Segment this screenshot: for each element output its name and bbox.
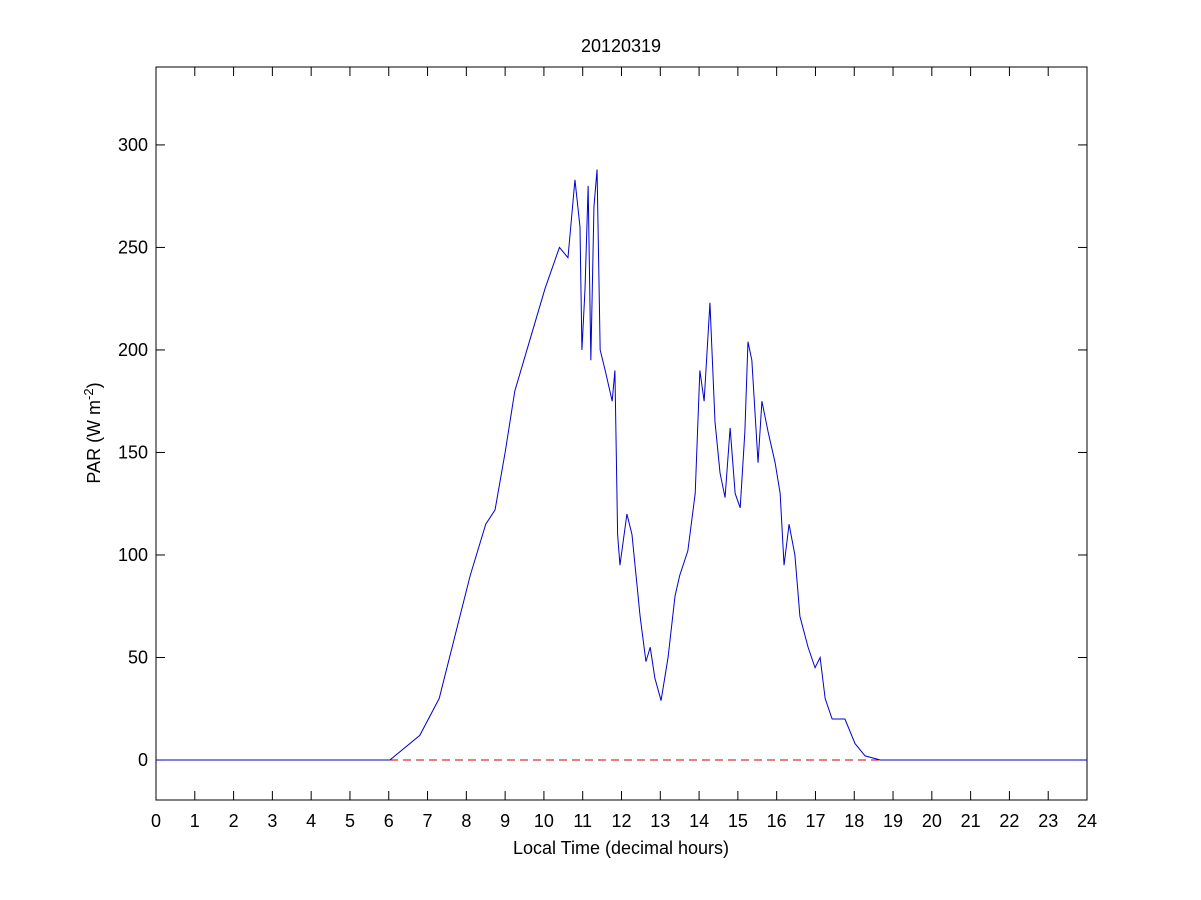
x-tick-label: 21 bbox=[961, 811, 981, 831]
x-tick-label: 0 bbox=[151, 811, 161, 831]
y-tick-label: 300 bbox=[118, 135, 148, 155]
x-tick-label: 19 bbox=[883, 811, 903, 831]
y-axis-label: PAR (W m-2) bbox=[81, 382, 105, 483]
x-tick-label: 5 bbox=[345, 811, 355, 831]
x-tick-label: 7 bbox=[423, 811, 433, 831]
y-tick-label: 250 bbox=[118, 237, 148, 257]
x-tick-label: 9 bbox=[500, 811, 510, 831]
y-tick-label: 50 bbox=[128, 648, 148, 668]
x-tick-label: 4 bbox=[306, 811, 316, 831]
x-tick-label: 18 bbox=[844, 811, 864, 831]
x-tick-label: 20 bbox=[922, 811, 942, 831]
y-axis-label-text: PAR (W m bbox=[84, 400, 104, 484]
y-tick-label: 100 bbox=[118, 545, 148, 565]
x-tick-label: 13 bbox=[650, 811, 670, 831]
x-tick-label: 3 bbox=[267, 811, 277, 831]
y-axis-label-suffix: ) bbox=[84, 382, 104, 388]
y-tick-label: 200 bbox=[118, 340, 148, 360]
x-tick-label: 15 bbox=[728, 811, 748, 831]
x-tick-label: 1 bbox=[190, 811, 200, 831]
x-tick-label: 2 bbox=[229, 811, 239, 831]
x-tick-label: 22 bbox=[999, 811, 1019, 831]
y-tick-label: 150 bbox=[118, 442, 148, 462]
x-tick-label: 11 bbox=[573, 811, 592, 831]
x-tick-label: 12 bbox=[611, 811, 631, 831]
x-tick-label: 8 bbox=[461, 811, 471, 831]
x-tick-label: 17 bbox=[805, 811, 825, 831]
x-tick-label: 6 bbox=[384, 811, 394, 831]
x-axis-label: Local Time (decimal hours) bbox=[513, 838, 729, 858]
x-tick-label: 10 bbox=[534, 811, 554, 831]
x-tick-label: 24 bbox=[1077, 811, 1097, 831]
y-tick-label: 0 bbox=[138, 750, 148, 770]
plot-frame bbox=[155, 66, 1088, 801]
x-tick-label: 16 bbox=[767, 811, 787, 831]
x-tick-label: 23 bbox=[1038, 811, 1058, 831]
y-axis-label-superscript: -2 bbox=[81, 388, 96, 400]
x-tick-label: 14 bbox=[689, 811, 709, 831]
data-line bbox=[156, 169, 1087, 761]
chart-title: 20120319 bbox=[581, 36, 661, 56]
